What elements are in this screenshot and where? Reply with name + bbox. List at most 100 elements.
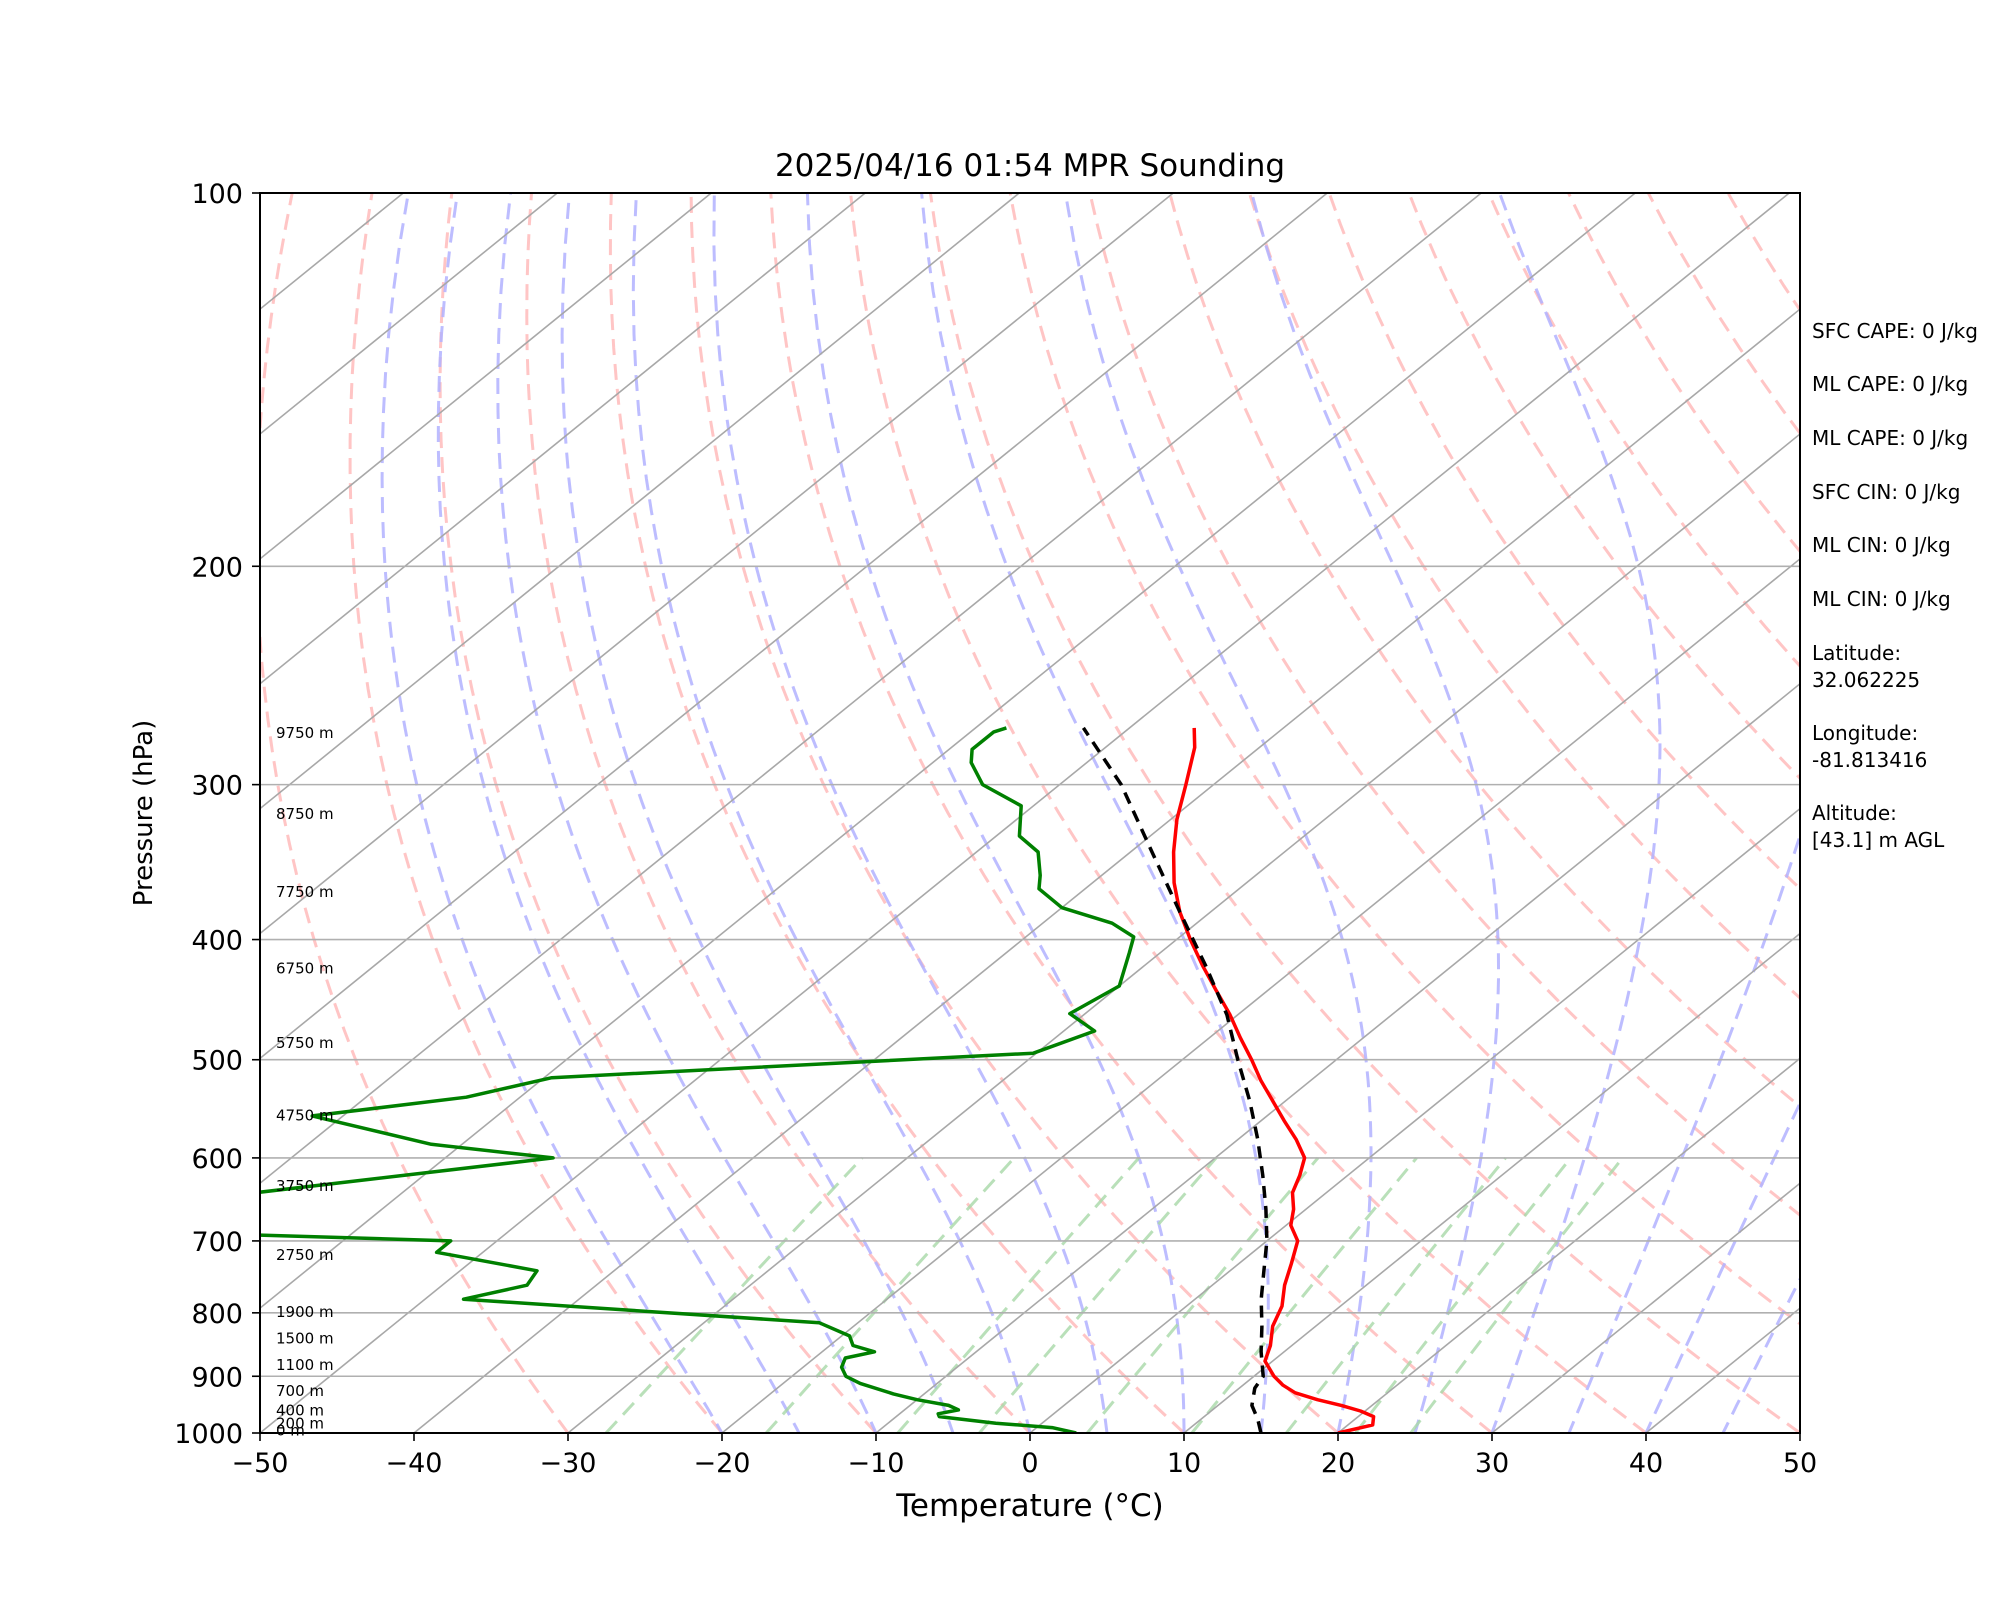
- dry-adiabat: [1008, 193, 1800, 1326]
- plot-frame: [259, 192, 1801, 1434]
- height-labels: 9750 m 8750 m 7750 m 6750 m 5750 m 4750 m 3750…: [276, 724, 334, 1440]
- x-tick-label: 0: [1021, 1448, 1038, 1479]
- dry-adiabat: [928, 193, 1800, 1433]
- mixing-ratio-line: [1086, 1156, 1320, 1433]
- y-tick-label: 600: [191, 1144, 243, 1175]
- isotherm: [1183, 932, 1800, 1433]
- isotherm: [260, 193, 1020, 810]
- y-tick-label: 800: [191, 1299, 243, 1330]
- height-label: 6750 m: [276, 960, 334, 978]
- dry-adiabat: [438, 193, 878, 1433]
- sfc-cape-text: SFC CAPE: 0 J/kg: [1812, 319, 1978, 343]
- isotherm: [875, 682, 1800, 1433]
- chart-title: 2025/04/16 01:54 MPR Sounding: [775, 148, 1285, 184]
- y-tick-label: 400: [191, 926, 243, 957]
- x-tick-label: 20: [1321, 1448, 1355, 1479]
- height-label: 200 m: [276, 1414, 324, 1432]
- moist-adiabat: [560, 193, 955, 1433]
- height-label: 3750 m: [276, 1177, 334, 1195]
- height-label: 1900 m: [276, 1303, 334, 1321]
- moist-adiabat: [920, 193, 1270, 1433]
- isotherm: [260, 193, 1328, 1060]
- ml-cape-text-2: ML CAPE: 0 J/kg: [1812, 426, 1969, 450]
- mixing-ratio-line: [604, 1156, 864, 1433]
- x-tick-label: −50: [232, 1448, 289, 1479]
- mixing-ratio-line: [1409, 1156, 1624, 1433]
- y-tick-label: 300: [191, 771, 243, 802]
- dry-adiabat: [689, 193, 1339, 1433]
- isotherm: [260, 193, 558, 436]
- sounding-lines: [260, 726, 1376, 1433]
- dry-adiabat: [1168, 193, 1800, 1109]
- latitude-text: Latitude: 32.062225: [1812, 641, 1921, 692]
- isotherm: [260, 193, 1482, 1185]
- temperature-line: [1171, 727, 1376, 1433]
- height-label: 700 m: [276, 1382, 324, 1400]
- mixing-ratio-line: [1190, 1156, 1418, 1433]
- height-label: 8750 m: [276, 805, 334, 823]
- altitude-text: Altitude: [43.1] m AGL: [1812, 801, 1945, 852]
- dry-adiabat: [1327, 193, 1800, 891]
- dry-adiabat: [608, 193, 1186, 1433]
- isotherm: [260, 193, 712, 560]
- mixing-ratio-line: [765, 1156, 1016, 1433]
- isotherm: [260, 193, 1174, 935]
- moist-adiabat: [496, 193, 878, 1433]
- moist-adiabat: [436, 193, 801, 1433]
- isotherm: [0, 193, 95, 1433]
- axis-ticks: −50 −40 −30 −20 −10 0 10 20 30 40 50 100 200 300 400 50…: [174, 179, 1817, 1479]
- x-tick-label: −40: [386, 1448, 443, 1479]
- moist-adiabat: [1644, 1099, 1800, 1433]
- height-label: 1500 m: [276, 1330, 334, 1348]
- moist-adiabat: [805, 193, 1186, 1433]
- moist-adiabat: [1250, 193, 1500, 1433]
- dry-adiabat: [849, 193, 1647, 1433]
- ml-cin-text: ML CIN: 0 J/kg: [1812, 533, 1951, 557]
- isotherm: [260, 193, 1636, 1310]
- dry-adiabat: [525, 193, 1032, 1433]
- moist-adiabat: [712, 193, 1109, 1433]
- x-tick-label: −20: [694, 1448, 751, 1479]
- height-label: 4750 m: [276, 1106, 334, 1124]
- isotherm: [1029, 807, 1800, 1433]
- sfc-cin-text: SFC CIN: 0 J/kg: [1812, 480, 1961, 504]
- height-label: 400 m: [276, 1401, 324, 1419]
- y-tick-label: 1000: [174, 1419, 243, 1450]
- x-tick-label: 40: [1629, 1448, 1663, 1479]
- isotherm: [567, 432, 1800, 1433]
- y-tick-label: 200: [191, 552, 243, 583]
- y-tick-label: 700: [191, 1227, 243, 1258]
- x-tick-label: −30: [540, 1448, 597, 1479]
- isotherm: [260, 193, 866, 685]
- x-axis-label: Temperature (°C): [895, 1488, 1164, 1524]
- height-label: 1100 m: [276, 1356, 334, 1374]
- dry-adiabat: [769, 193, 1493, 1433]
- moist-adiabat: [1567, 830, 1800, 1433]
- moist-adiabat: [1490, 193, 1662, 1433]
- isotherm: [1337, 1057, 1800, 1433]
- isotherm: [1491, 1182, 1800, 1433]
- y-tick-label: 900: [191, 1362, 243, 1393]
- ml-cape-text: ML CAPE: 0 J/kg: [1812, 372, 1969, 396]
- background-lines: [0, 193, 1800, 1433]
- height-label: 9750 m: [276, 724, 334, 742]
- mixing-ratio-line: [978, 1156, 1218, 1433]
- y-tick-label: 500: [191, 1046, 243, 1077]
- x-tick-label: 30: [1475, 1448, 1509, 1479]
- height-label: 0 m: [276, 1422, 305, 1440]
- longitude-text: Longitude: -81.813416: [1812, 721, 1928, 772]
- mixing-ratio-line: [1354, 1156, 1572, 1433]
- y-tick-label: 100: [191, 179, 243, 210]
- x-tick-label: −10: [848, 1448, 905, 1479]
- height-label: 5750 m: [276, 1034, 334, 1052]
- isotherm: [721, 557, 1800, 1433]
- mixing-ratio-line: [1285, 1156, 1507, 1433]
- height-label: 7750 m: [276, 883, 334, 901]
- dry-adiabat: [260, 193, 570, 1433]
- moist-adiabat: [1063, 193, 1373, 1433]
- dry-adiabat: [348, 193, 724, 1433]
- dry-adiabat: [1088, 193, 1800, 1218]
- dry-adiabat: [1487, 193, 1800, 669]
- y-axis-label: Pressure (hPa): [129, 720, 159, 907]
